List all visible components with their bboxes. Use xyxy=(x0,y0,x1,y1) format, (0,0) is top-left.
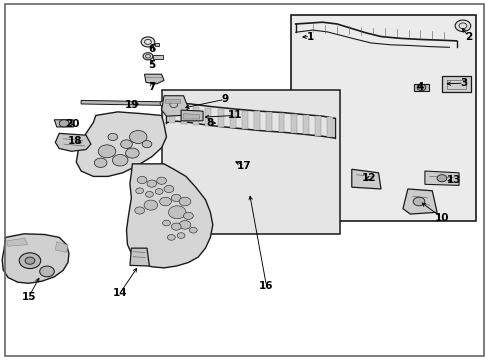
Text: 17: 17 xyxy=(237,161,251,171)
Polygon shape xyxy=(441,76,470,92)
Circle shape xyxy=(162,220,170,226)
Circle shape xyxy=(121,140,132,148)
Circle shape xyxy=(137,176,147,184)
Text: 11: 11 xyxy=(227,111,242,121)
Circle shape xyxy=(135,207,144,214)
Circle shape xyxy=(112,154,128,166)
Polygon shape xyxy=(161,96,188,116)
Polygon shape xyxy=(413,84,428,91)
Circle shape xyxy=(141,37,155,47)
Polygon shape xyxy=(126,164,212,268)
Circle shape xyxy=(179,221,190,229)
Circle shape xyxy=(129,131,147,143)
Text: 7: 7 xyxy=(148,82,155,92)
Circle shape xyxy=(454,20,470,32)
Polygon shape xyxy=(55,134,91,151)
Circle shape xyxy=(416,84,425,91)
Polygon shape xyxy=(402,189,436,214)
Polygon shape xyxy=(76,112,166,176)
Circle shape xyxy=(40,266,54,277)
Text: 6: 6 xyxy=(148,44,155,54)
Text: 12: 12 xyxy=(361,173,375,183)
Polygon shape xyxy=(278,113,284,132)
Polygon shape xyxy=(424,171,458,185)
Text: 2: 2 xyxy=(464,32,471,41)
Circle shape xyxy=(160,101,167,107)
Circle shape xyxy=(108,134,118,140)
Circle shape xyxy=(167,234,175,240)
Circle shape xyxy=(144,200,158,210)
Text: 14: 14 xyxy=(113,288,127,298)
Circle shape xyxy=(436,175,446,182)
Text: 15: 15 xyxy=(21,292,36,302)
Polygon shape xyxy=(290,114,296,134)
Text: 16: 16 xyxy=(259,281,273,291)
Polygon shape xyxy=(181,110,203,121)
Polygon shape xyxy=(130,248,149,266)
Polygon shape xyxy=(290,15,475,221)
Polygon shape xyxy=(351,169,380,189)
Polygon shape xyxy=(303,115,308,134)
Polygon shape xyxy=(2,234,69,283)
Circle shape xyxy=(143,53,153,60)
Text: 18: 18 xyxy=(68,136,82,145)
Text: 9: 9 xyxy=(221,94,228,104)
Circle shape xyxy=(171,194,181,202)
Circle shape xyxy=(25,257,35,264)
Circle shape xyxy=(163,185,173,193)
Circle shape xyxy=(98,145,116,158)
Polygon shape xyxy=(315,116,321,135)
Polygon shape xyxy=(183,114,199,119)
Circle shape xyxy=(59,120,69,127)
Circle shape xyxy=(147,180,157,187)
Polygon shape xyxy=(266,112,272,131)
Text: 3: 3 xyxy=(459,78,467,88)
Circle shape xyxy=(189,227,197,233)
Polygon shape xyxy=(55,242,68,252)
Text: 8: 8 xyxy=(206,118,214,128)
Polygon shape xyxy=(217,109,223,127)
Text: 19: 19 xyxy=(125,100,139,110)
Circle shape xyxy=(157,177,166,184)
Text: 20: 20 xyxy=(65,120,80,129)
Text: 13: 13 xyxy=(446,175,461,185)
Circle shape xyxy=(177,233,184,238)
Circle shape xyxy=(125,148,139,158)
Polygon shape xyxy=(242,111,247,129)
Polygon shape xyxy=(229,109,235,128)
Circle shape xyxy=(94,158,107,167)
Circle shape xyxy=(155,189,163,194)
Circle shape xyxy=(159,197,171,206)
Circle shape xyxy=(183,212,193,220)
Circle shape xyxy=(412,197,424,206)
Polygon shape xyxy=(327,117,332,136)
Circle shape xyxy=(179,197,190,206)
Polygon shape xyxy=(153,55,162,59)
Circle shape xyxy=(19,253,41,269)
Polygon shape xyxy=(155,43,159,46)
Circle shape xyxy=(145,192,153,197)
Polygon shape xyxy=(144,74,163,84)
Text: 4: 4 xyxy=(415,82,423,92)
Polygon shape xyxy=(254,112,260,130)
Circle shape xyxy=(168,206,185,219)
Circle shape xyxy=(171,223,181,230)
Text: 5: 5 xyxy=(148,60,155,70)
Polygon shape xyxy=(164,99,180,103)
Polygon shape xyxy=(168,105,174,123)
Polygon shape xyxy=(81,100,165,105)
Polygon shape xyxy=(193,107,199,125)
Text: 1: 1 xyxy=(306,32,313,41)
Polygon shape xyxy=(54,120,74,127)
Circle shape xyxy=(136,188,143,194)
Polygon shape xyxy=(161,90,339,234)
Text: 10: 10 xyxy=(434,213,448,222)
Polygon shape xyxy=(205,108,211,126)
Polygon shape xyxy=(181,105,186,124)
Polygon shape xyxy=(6,238,27,246)
Circle shape xyxy=(142,140,152,148)
